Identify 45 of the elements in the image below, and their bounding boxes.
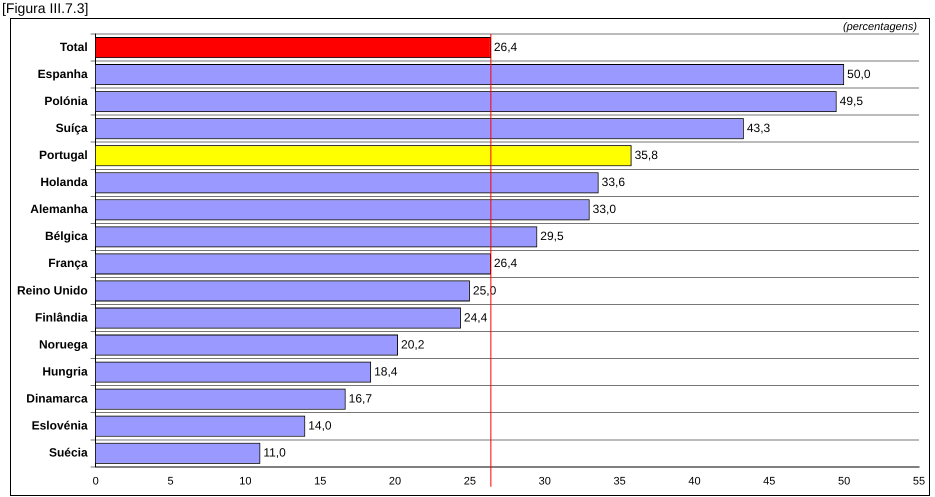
- data-label: 26,4: [494, 40, 518, 54]
- x-tick-label: 0: [92, 475, 99, 488]
- data-label: 29,5: [540, 229, 564, 244]
- y-tick-label: Bélgica: [44, 229, 88, 244]
- y-tick-label: Hungria: [42, 364, 88, 378]
- y-tick-label: Polónia: [44, 94, 88, 108]
- data-label: 43,3: [746, 120, 771, 135]
- text: (percentagens): [843, 21, 918, 33]
- y-tick-label: Eslovénia: [32, 418, 88, 433]
- y-tick-label: Espanha: [38, 66, 88, 81]
- y-tick-label: Suíça: [56, 120, 88, 135]
- y-tick-label: Portugal: [38, 148, 88, 162]
- data-label: 14,0: [308, 418, 332, 433]
- x-tick-label: 10: [239, 475, 252, 488]
- data-label: 16,7: [348, 391, 372, 406]
- data-label: 18,4: [374, 364, 398, 378]
- x-tick-label: 15: [314, 475, 326, 488]
- data-label: 24,4: [464, 310, 488, 324]
- data-label: 33,0: [592, 202, 616, 216]
- y-tick-label: Finlândia: [34, 310, 88, 324]
- x-tick-label: 5: [167, 475, 174, 488]
- x-tick-label: 35: [613, 475, 626, 488]
- y-tick-label: Dinamarca: [26, 391, 88, 406]
- x-tick-label: 20: [388, 475, 402, 488]
- y-tick-label: Reino Unido: [16, 283, 88, 298]
- data-label: 50,0: [847, 66, 871, 81]
- x-tick-label: 55: [912, 475, 926, 488]
- x-tick-label: 50: [838, 475, 850, 488]
- y-tick-label: Noruega: [38, 337, 88, 352]
- data-label: 49,5: [840, 94, 864, 108]
- y-tick-label: Total: [60, 40, 88, 54]
- data-label: 26,4: [494, 256, 518, 270]
- y-tick-label: França: [48, 256, 88, 270]
- x-tick-label: 40: [688, 475, 701, 488]
- x-tick-label: 30: [538, 475, 551, 488]
- y-tick-label: Alemanha: [30, 202, 88, 216]
- data-label: 35,8: [634, 148, 658, 162]
- data-label: 11,0: [263, 446, 286, 460]
- chart-title: [Figura III.7.3]: [2, 0, 88, 16]
- x-tick-label: 45: [763, 475, 776, 488]
- data-label: 20,2: [401, 337, 425, 352]
- data-label: 33,6: [602, 175, 626, 190]
- y-tick-label: Suécia: [48, 446, 88, 460]
- x-tick-label: 25: [464, 475, 476, 488]
- y-tick-label: Holanda: [40, 175, 88, 190]
